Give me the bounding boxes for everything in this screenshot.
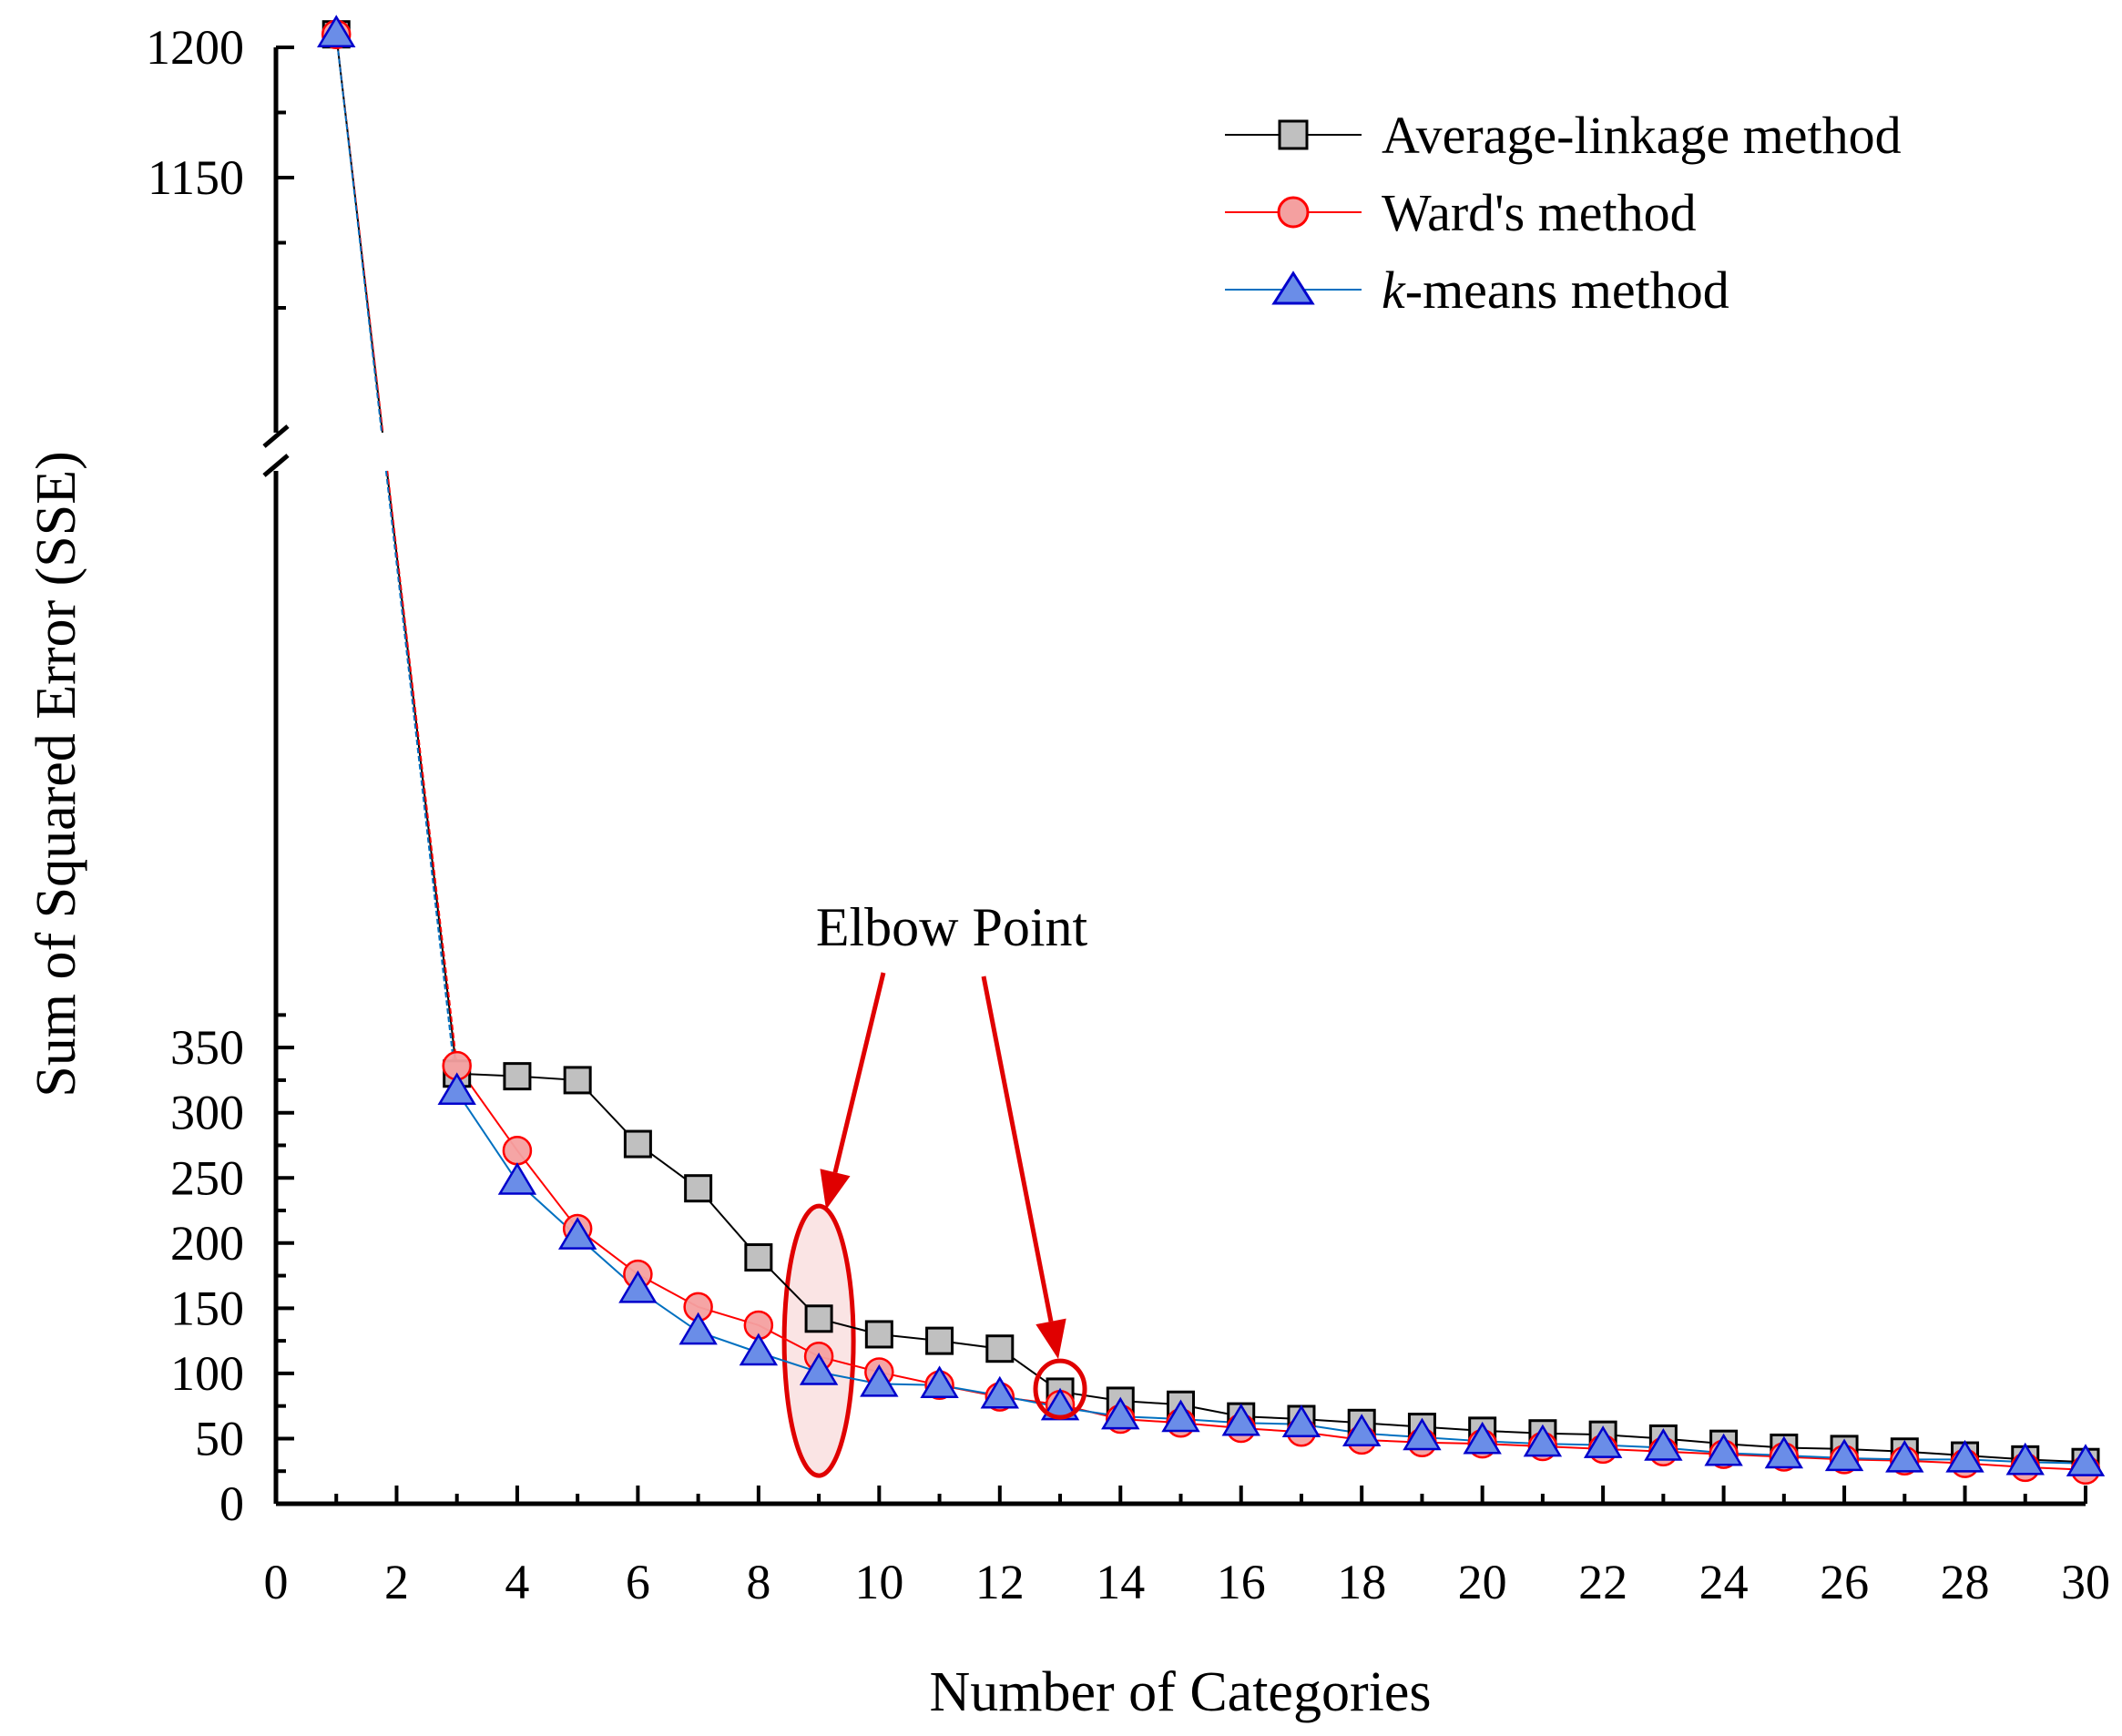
x-tick-label: 28: [1941, 1555, 1990, 1609]
series-line: [455, 1091, 2086, 1465]
data-point-triangle: [557, 1217, 597, 1250]
x-tick-label: 26: [1820, 1555, 1869, 1609]
elbow-arrow-left: [832, 972, 886, 1173]
data-point-triangle: [739, 1333, 779, 1366]
y-tick-label: 1150: [148, 150, 244, 205]
y-tick-label: 300: [170, 1086, 244, 1140]
data-point-triangle: [860, 1363, 899, 1397]
data-point-circle: [502, 1135, 533, 1166]
legend-label-ward: Ward's method: [1382, 183, 1697, 242]
elbow-ellipse-13: [1033, 1358, 1087, 1420]
x-tick-label: 4: [505, 1555, 529, 1609]
data-point-triangle: [678, 1312, 718, 1345]
data-point-triangle: [2066, 1444, 2106, 1476]
data-point-triangle: [1945, 1439, 1984, 1473]
data-point-triangle: [980, 1375, 1019, 1409]
x-tick-label: 16: [1217, 1555, 1266, 1609]
elbow-arrow-right: [981, 975, 1054, 1322]
x-tick-label: 14: [1096, 1555, 1145, 1609]
elbow-ellipse-9: [781, 1203, 856, 1478]
axis-break-mark-upper: [262, 424, 290, 448]
x-tick-label: 24: [1699, 1555, 1749, 1609]
y-tick-label: 350: [170, 1020, 244, 1075]
data-point-triangle: [497, 1162, 537, 1195]
series-lines: [335, 34, 2086, 1471]
data-point-square: [563, 1066, 592, 1095]
y-tick-label: 0: [219, 1476, 244, 1531]
series-line: [456, 1072, 2086, 1464]
legend-label-kmeans-italic: k: [1382, 260, 1406, 320]
y-axis-title: Sum of Squared Error (SSE): [26, 451, 87, 1097]
series-line-segment: [384, 470, 458, 1092]
y-tick-label: 100: [170, 1346, 244, 1401]
data-point-triangle: [920, 1365, 959, 1399]
x-tick-label: 30: [2061, 1555, 2110, 1609]
x-tick-label: 6: [626, 1555, 650, 1609]
x-tick-label: 0: [264, 1555, 289, 1609]
elbow-annotation: Elbow Point: [816, 897, 1088, 1420]
x-tick-label: 18: [1337, 1555, 1386, 1609]
data-point-triangle: [1101, 1396, 1140, 1430]
x-ticks: 0 2 4 6 8 10 12 14 16 18 20 22 24 26 28 30: [264, 1486, 2110, 1609]
data-point-triangle: [1281, 1404, 1321, 1437]
y-tick-label: 50: [195, 1411, 244, 1465]
data-point-triangle: [1704, 1433, 1743, 1466]
elbow-point-label: Elbow Point: [816, 897, 1088, 957]
data-point-triangle: [2005, 1442, 2045, 1476]
x-tick-label: 2: [384, 1555, 409, 1609]
legend-label-kmeans: k-means method: [1382, 260, 1729, 320]
y-tick-label: 250: [170, 1150, 244, 1205]
x-tick-label: 20: [1458, 1555, 1507, 1609]
x-tick-label: 22: [1578, 1555, 1627, 1609]
data-point-triangle: [1342, 1414, 1382, 1446]
data-point-triangle: [1221, 1403, 1260, 1436]
data-point-square: [623, 1129, 652, 1159]
series-line-segment: [386, 470, 458, 1067]
legend-marker-average: [1278, 119, 1309, 150]
data-point-triangle: [618, 1270, 658, 1303]
axes: [262, 47, 2086, 1506]
series-line-segment: [335, 34, 383, 434]
axis-break-mark-lower: [262, 454, 290, 477]
legend-marker-kmeans: [1271, 271, 1315, 305]
data-point-triangle: [1644, 1428, 1683, 1461]
legend-label-average: Average-linkage method: [1382, 106, 1902, 165]
data-point-triangle: [1583, 1425, 1623, 1458]
data-point-square: [503, 1062, 532, 1091]
data-point-triangle: [1523, 1424, 1563, 1457]
x-tick-label: 8: [746, 1555, 770, 1609]
data-point-triangle: [1885, 1439, 1924, 1473]
elbow-arrow-left-head: [820, 1169, 851, 1210]
x-tick-label: 12: [975, 1555, 1025, 1609]
y-tick-label: 200: [170, 1216, 244, 1271]
data-point-triangle: [799, 1353, 839, 1385]
data-point-triangle: [1463, 1421, 1502, 1455]
legend-marker-ward: [1277, 196, 1310, 229]
data-point-square: [925, 1326, 954, 1355]
series-markers: [317, 15, 2106, 1486]
data-point-square: [864, 1320, 893, 1349]
data-point-triangle: [437, 1072, 476, 1106]
x-tick-label: 10: [854, 1555, 903, 1609]
data-point-square: [985, 1334, 1015, 1363]
series-line: [455, 1065, 2086, 1471]
legend-label-kmeans-rest: -means method: [1405, 260, 1729, 320]
data-point-triangle: [1161, 1399, 1200, 1433]
y-tick-label: 150: [170, 1281, 244, 1335]
elbow-highlights: [781, 1203, 856, 1478]
y-ticks: 050100150200250300350115012001250: [146, 20, 294, 1531]
data-point-triangle: [1764, 1435, 1804, 1469]
elbow-arrow-right-head: [1035, 1318, 1066, 1360]
data-point-triangle: [1824, 1438, 1864, 1472]
data-point-triangle: [317, 15, 356, 47]
legend: Average-linkage method Ward's method k-m…: [1225, 106, 1902, 320]
x-axis-title: Number of Categories: [930, 1661, 1432, 1723]
y-tick-label: 1200: [146, 20, 244, 75]
data-point-square: [744, 1243, 773, 1272]
data-point-square: [684, 1174, 713, 1203]
data-point-square: [804, 1304, 833, 1333]
data-point-triangle: [1403, 1417, 1442, 1451]
